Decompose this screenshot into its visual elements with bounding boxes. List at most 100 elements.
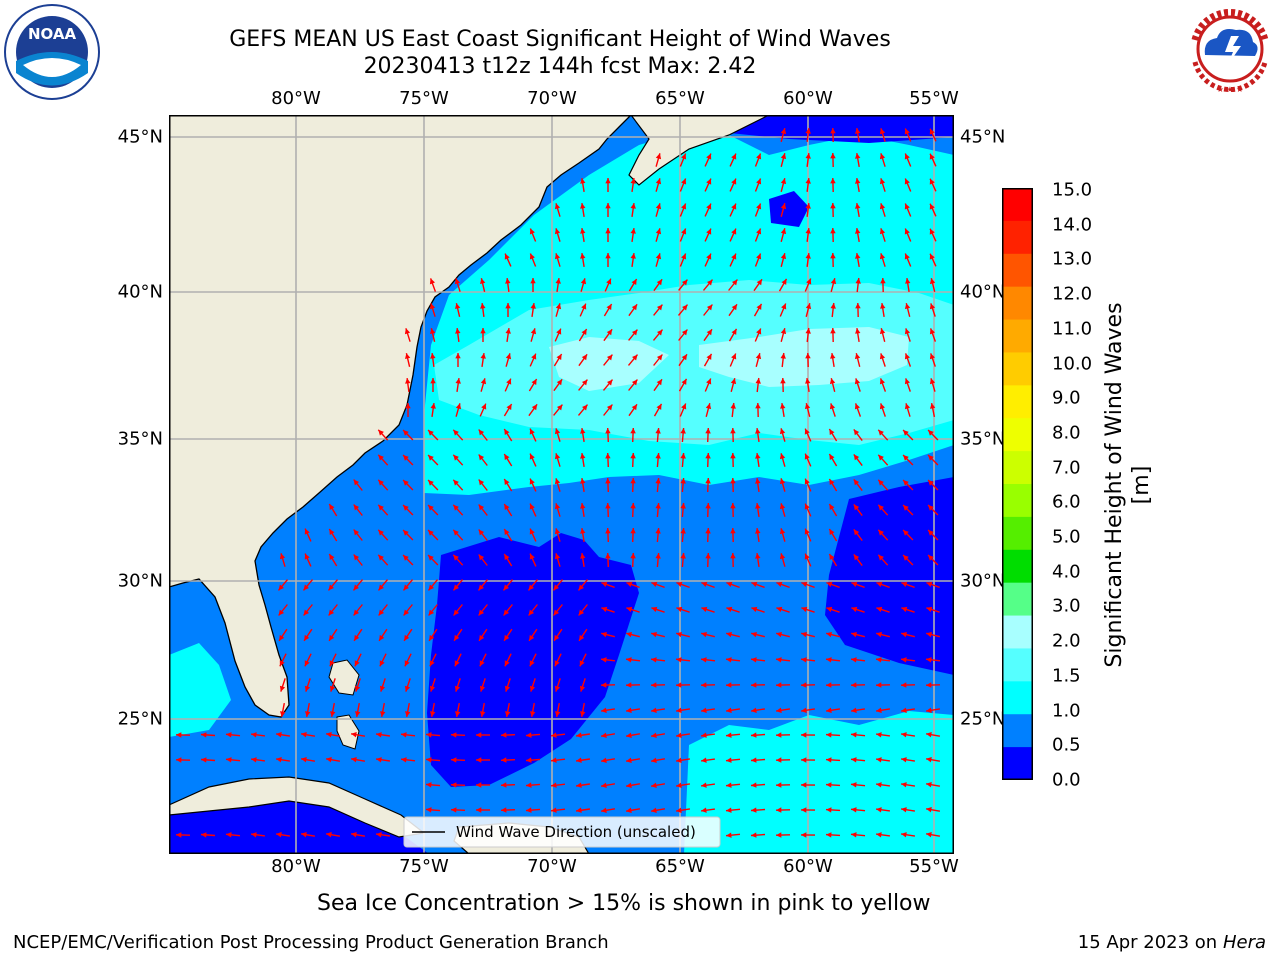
wind-wave-arrowhead [480, 303, 486, 309]
chart-title: GEFS MEAN US East Coast Significant Heig… [229, 27, 891, 52]
ocean-band-2-0-b [699, 327, 909, 387]
lon-label-bottom-75w: 75°W [399, 856, 449, 877]
wind-wave-arrowhead [554, 685, 561, 692]
wind-wave-arrowhead [601, 732, 607, 738]
wind-wave-arrowhead [526, 782, 532, 788]
wind-wave-arrowhead [580, 428, 586, 434]
wind-wave-arrowhead [554, 528, 561, 535]
wind-wave-arrowhead [553, 609, 560, 616]
wind-wave-arrowhead [903, 505, 909, 511]
lon-label-bottom-55w: 55°W [909, 856, 959, 877]
lat-label-right-35n: 35°N [960, 428, 1006, 450]
wind-wave-arrowhead [776, 782, 782, 788]
wind-wave-arrowhead [829, 454, 835, 460]
footer-date: 15 Apr 2023 on Hera [1078, 932, 1266, 953]
wind-wave-arrowhead [329, 504, 335, 510]
wind-wave-arrowhead [455, 328, 461, 334]
wind-wave-arrowhead [451, 782, 457, 788]
wind-wave-arrowhead [426, 807, 432, 813]
wind-wave-arrowhead [655, 428, 661, 434]
wind-wave-arrowhead [630, 253, 636, 259]
wind-wave-arrowhead [928, 430, 934, 436]
wind-wave-arrowhead [429, 278, 435, 285]
wind-wave-arrowhead [301, 732, 307, 738]
wind-wave-arrowhead [601, 581, 608, 587]
lat-label-right-40n: 40°N [960, 281, 1006, 303]
wind-wave-arrowhead [855, 328, 861, 334]
colorbar-tick-label: 9.0 [1052, 387, 1081, 409]
wind-wave-arrowhead [329, 685, 336, 692]
wind-wave-arrowhead [731, 153, 737, 160]
wind-wave-arrowhead [780, 328, 787, 335]
wind-wave-arrowhead [705, 453, 711, 459]
wind-wave-arrowhead [251, 832, 257, 838]
wind-wave-arrowhead [676, 707, 682, 713]
wind-wave-arrowhead [855, 303, 861, 309]
wind-wave-arrowhead [701, 707, 707, 713]
wind-wave-arrowhead [826, 782, 832, 788]
wind-wave-arrowhead [726, 757, 732, 763]
wind-wave-arrowhead [454, 685, 461, 692]
wind-wave-arrowhead [926, 581, 933, 587]
lat-label-right-45n: 45°N [960, 126, 1006, 148]
wind-wave-arrowhead [855, 278, 861, 284]
wind-wave-arrowhead [631, 279, 637, 285]
wind-wave-arrowhead [701, 581, 708, 587]
wind-wave-arrowhead [756, 328, 762, 335]
wind-wave-arrowhead [529, 553, 535, 560]
wind-wave-arrowhead [531, 353, 537, 360]
wind-wave-arrowhead [830, 228, 836, 234]
wind-wave-arrowhead [876, 657, 882, 663]
wind-wave-arrowhead [176, 732, 182, 738]
sea-ice-note: Sea Ice Concentration > 15% is shown in … [317, 891, 931, 916]
wind-wave-arrowhead [580, 203, 586, 209]
wind-wave-arrowhead [528, 584, 534, 591]
wind-wave-arrowhead [376, 732, 382, 738]
wind-wave-arrowhead [607, 379, 613, 386]
wind-wave-arrowhead [428, 609, 435, 616]
wind-wave-arrowhead [655, 228, 662, 235]
wind-wave-arrowhead [656, 304, 663, 311]
wind-wave-arrowhead [878, 479, 884, 486]
chart-subtitle: 20230413 t12z 144h fcst Max: 2.42 [363, 54, 757, 79]
wind-wave-arrowhead [428, 530, 434, 536]
wind-wave-arrowhead [876, 581, 883, 587]
wind-wave-arrowhead [676, 682, 682, 688]
wind-wave-arrowhead [853, 529, 860, 536]
wind-wave-arrowhead [430, 328, 436, 334]
wind-wave-arrowhead [701, 732, 707, 738]
wind-wave-arrowhead [780, 253, 787, 260]
land-nova-scotia [628, 115, 770, 186]
wind-wave-arrowhead [756, 153, 762, 160]
wind-wave-arrowhead [326, 732, 332, 738]
wind-wave-arrowhead [329, 554, 335, 560]
wind-wave-arrowhead [505, 278, 511, 284]
wind-wave-arrowhead [529, 685, 536, 692]
wind-wave-arrowhead [329, 660, 335, 667]
wind-wave-arrowhead [929, 278, 936, 285]
wind-wave-arrowhead [904, 128, 910, 135]
wind-wave-arrowhead [751, 657, 757, 663]
wind-wave-arrowhead [631, 379, 638, 386]
colorbar [1002, 188, 1033, 780]
wind-wave-arrowhead [554, 634, 560, 641]
wind-wave-arrowhead [903, 530, 909, 536]
footer-credit: NCEP/EMC/Verification Post Processing Pr… [13, 932, 609, 953]
wind-wave-arrowhead [651, 707, 657, 713]
wind-wave-arrowhead [630, 178, 636, 184]
wind-wave-arrowhead [929, 303, 936, 310]
lat-label-left-35n: 35°N [117, 428, 163, 450]
wind-wave-arrowhead [830, 153, 836, 159]
wind-wave-arrowhead [681, 228, 687, 235]
colorbar-segment [1002, 385, 1033, 419]
wind-wave-arrowhead [651, 657, 657, 663]
wind-wave-arrowhead [630, 528, 636, 534]
wind-wave-arrowhead [430, 403, 436, 409]
colorbar-segment [1002, 615, 1033, 649]
wind-wave-arrowhead [403, 505, 409, 511]
wind-wave-arrowhead [681, 153, 687, 160]
wind-wave-arrowhead [901, 682, 907, 688]
wind-wave-arrowhead [779, 478, 786, 485]
wind-wave-arrowhead [626, 632, 632, 638]
wind-wave-arrowhead [851, 757, 857, 763]
